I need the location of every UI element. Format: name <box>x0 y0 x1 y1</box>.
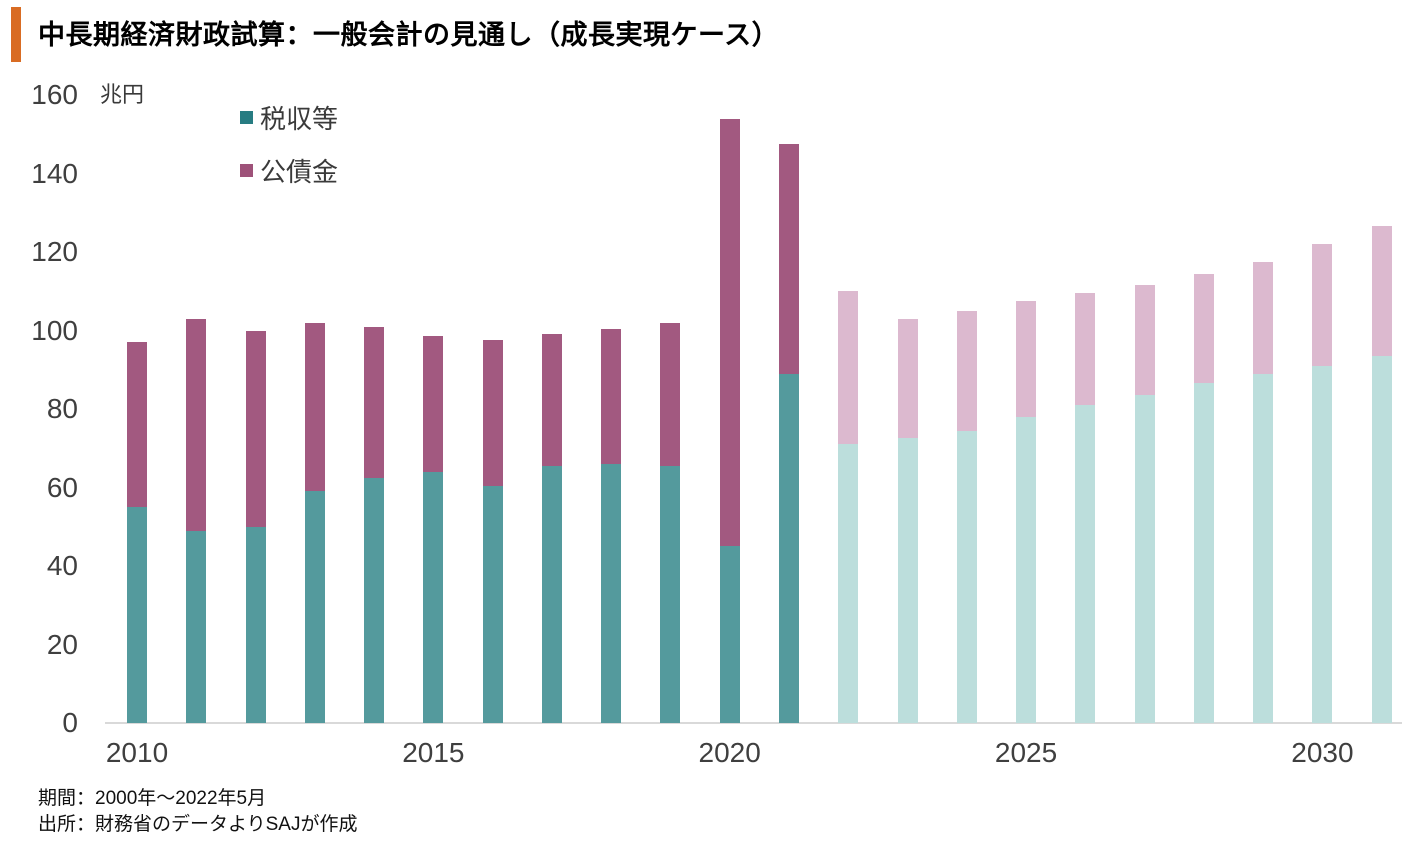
y-axis-tick-80: 80 <box>46 393 78 424</box>
footnotes: 期間：2000年～2022年5月 出所：財務省のデータよりSAJが作成 <box>38 786 357 838</box>
x-axis-tick-2010: 2010 <box>105 737 169 768</box>
bar-segment-bonds-2028 <box>1193 273 1214 384</box>
y-axis-tick-20: 20 <box>46 628 78 660</box>
bar-segment-tax-2015 <box>423 471 444 723</box>
bar-segment-bonds-2016 <box>482 340 503 486</box>
bar-segment-tax-2031 <box>1371 356 1392 723</box>
y-axis-tick-140: 140 <box>31 157 78 189</box>
bar-segment-bonds-2027 <box>1134 285 1155 396</box>
bar-segment-bonds-2011 <box>186 318 207 531</box>
bar-segment-tax-2023 <box>897 438 918 723</box>
bar-segment-tax-2020 <box>719 546 740 723</box>
bar-2029-projected <box>1253 261 1274 723</box>
bar-2010 <box>127 342 147 723</box>
bar-2020 <box>719 118 740 723</box>
bar-segment-tax-2027 <box>1134 395 1155 723</box>
y-axis-tick-40: 40 <box>46 550 78 581</box>
bar-segment-bonds-2012 <box>245 330 266 527</box>
bar-segment-tax-2030 <box>1312 365 1333 723</box>
bar-segment-bonds-2031 <box>1371 226 1392 356</box>
bar-2011 <box>186 318 207 723</box>
bar-2014 <box>364 326 385 723</box>
bar-segment-bonds-2013 <box>304 322 325 492</box>
bar-segment-tax-2012 <box>245 526 266 723</box>
bar-2028-projected <box>1193 273 1214 723</box>
bar-segment-bonds-2018 <box>601 328 622 464</box>
bar-segment-tax-2019 <box>660 465 681 723</box>
bar-segment-bonds-2014 <box>364 326 385 478</box>
bar-2021 <box>778 144 799 723</box>
y-axis-tick-0: 0 <box>62 707 78 738</box>
bar-2012 <box>245 330 266 723</box>
y-axis-tick-100: 100 <box>31 314 78 346</box>
bar-segment-tax-2028 <box>1193 383 1214 723</box>
bar-segment-tax-2024 <box>956 430 977 723</box>
bar-segment-tax-2016 <box>482 485 503 723</box>
bar-segment-bonds-2020 <box>719 118 740 547</box>
legend-swatch-tax-icon <box>240 110 253 124</box>
bar-segment-tax-2011 <box>186 530 207 723</box>
bar-segment-tax-2021 <box>778 373 799 723</box>
bar-segment-tax-2029 <box>1253 373 1274 723</box>
bar-segment-bonds-2023 <box>897 318 918 439</box>
x-axis-line <box>105 722 1402 724</box>
legend-item-bonds: 公債金 <box>240 153 338 187</box>
bar-segment-bonds-2015 <box>423 336 444 472</box>
bar-2017 <box>541 334 562 723</box>
bar-2025-projected <box>1016 301 1037 723</box>
bar-segment-bonds-2025 <box>1016 301 1037 417</box>
bar-segment-tax-2026 <box>1075 405 1096 723</box>
y-axis-unit-label: 兆円 <box>100 82 145 107</box>
bar-2024-projected <box>956 310 977 723</box>
legend-label-tax: 税収等 <box>260 103 339 134</box>
x-axis-tick-2025: 2025 <box>994 737 1058 768</box>
bar-segment-bonds-2026 <box>1075 293 1096 406</box>
bar-2022-projected <box>838 291 859 723</box>
x-axis-tick-2015: 2015 <box>402 737 465 768</box>
bar-segment-tax-2014 <box>364 477 385 723</box>
bar-segment-bonds-2029 <box>1253 261 1274 374</box>
bar-segment-bonds-2010 <box>127 342 147 508</box>
bar-segment-bonds-2022 <box>838 291 859 445</box>
bar-2027-projected <box>1134 285 1155 723</box>
footnote-period: 期間：2000年～2022年5月 <box>38 788 267 809</box>
x-axis-tick-2030: 2030 <box>1291 737 1354 768</box>
bar-2013 <box>304 322 325 723</box>
bar-segment-tax-2017 <box>541 465 562 723</box>
chart-title: 中長期経済財政試算：一般会計の見通し（成長実現ケース） <box>38 20 780 50</box>
footnote-source: 出所：財務省のデータよりSAJが作成 <box>38 814 358 835</box>
legend-swatch-bonds-icon <box>240 163 253 177</box>
bar-2030-projected <box>1312 244 1333 723</box>
bar-segment-bonds-2019 <box>660 322 681 466</box>
bar-2023-projected <box>897 318 918 723</box>
bar-segment-bonds-2017 <box>541 334 562 466</box>
title-accent-bar <box>11 7 21 62</box>
bar-segment-tax-2010 <box>127 507 147 723</box>
y-axis-tick-60: 60 <box>46 471 78 503</box>
bar-2016 <box>482 340 503 723</box>
x-axis-tick-2020: 2020 <box>698 737 761 768</box>
legend-label-bonds: 公債金 <box>260 156 339 187</box>
bar-2018 <box>601 328 622 723</box>
legend: 税収等 公債金 <box>240 100 338 206</box>
bar-segment-bonds-2030 <box>1312 244 1333 366</box>
bar-segment-tax-2018 <box>601 463 622 723</box>
legend-item-tax: 税収等 <box>240 100 338 134</box>
bar-2026-projected <box>1075 293 1096 723</box>
bar-segment-bonds-2024 <box>956 310 977 431</box>
y-axis-tick-120: 120 <box>31 236 78 267</box>
bar-segment-tax-2013 <box>304 491 325 723</box>
bar-2031-projected <box>1371 226 1392 723</box>
bar-2019 <box>660 322 681 723</box>
bar-segment-tax-2022 <box>838 444 859 723</box>
y-axis-tick-160: 160 <box>31 79 78 110</box>
bar-segment-bonds-2021 <box>778 144 799 374</box>
bar-segment-tax-2025 <box>1016 416 1037 723</box>
bar-2015 <box>423 336 444 723</box>
